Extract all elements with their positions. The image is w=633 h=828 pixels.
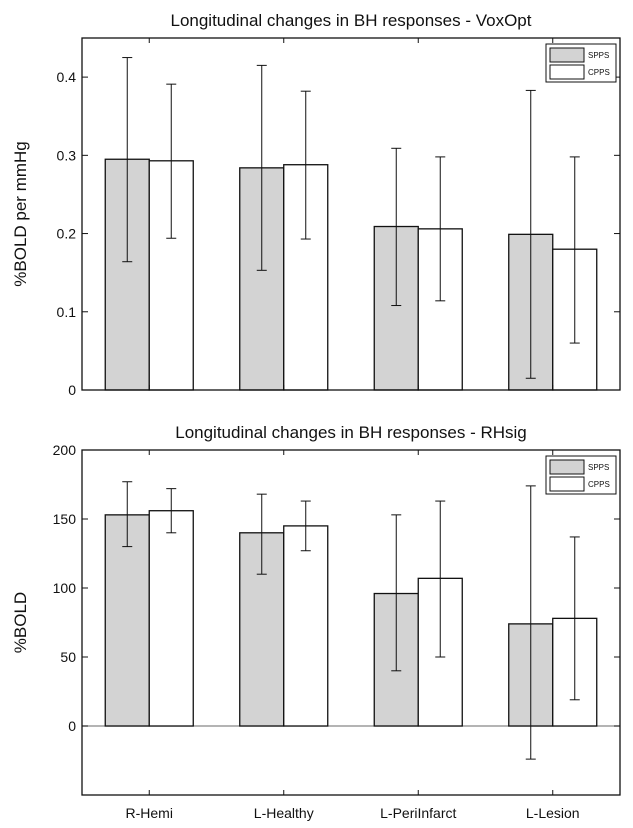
plot-frame (81, 37, 621, 391)
bar-cpps (283, 525, 329, 727)
chart-voxopt: Longitudinal changes in BH responses - V… (11, 11, 621, 398)
y-tick-label: 0.2 (57, 226, 77, 242)
y-tick-label: 200 (53, 442, 77, 458)
legend-label: CPPS (588, 68, 610, 77)
y-axis-label: %BOLD per mmHg (11, 141, 30, 286)
legend: SPPS CPPS (545, 43, 617, 83)
chart-title: Longitudinal changes in BH responses - R… (175, 423, 527, 442)
y-tick-label: 100 (53, 580, 77, 596)
category-label: L-Lesion (526, 805, 580, 821)
y-tick-label: 50 (60, 649, 76, 665)
legend-swatch (549, 47, 585, 63)
bar-cpps (148, 510, 194, 727)
legend-swatch (549, 459, 585, 475)
y-tick-label: 0.1 (57, 304, 77, 320)
y-tick-label: 0.4 (57, 69, 77, 85)
plot-frame (81, 449, 621, 796)
legend-label: SPPS (588, 51, 609, 60)
y-axis-label: %BOLD (11, 592, 30, 653)
category-label: R-Hemi (126, 805, 173, 821)
legend: SPPS CPPS (545, 455, 617, 495)
y-tick-label: 0 (68, 382, 76, 398)
legend-swatch (549, 476, 585, 492)
y-tick-label: 0.3 (57, 147, 77, 163)
chart-title: Longitudinal changes in BH responses - V… (170, 11, 531, 30)
y-tick-label: 150 (53, 511, 77, 527)
legend-swatch (549, 64, 585, 80)
chart-rhsig: Longitudinal changes in BH responses - R… (11, 423, 621, 821)
y-tick-label: 0 (68, 718, 76, 734)
legend-label: CPPS (588, 480, 610, 489)
legend-label: SPPS (588, 463, 609, 472)
category-label: L-Healthy (254, 805, 314, 821)
bar-spps (104, 514, 150, 727)
category-label: L-PeriInfarct (380, 805, 456, 821)
